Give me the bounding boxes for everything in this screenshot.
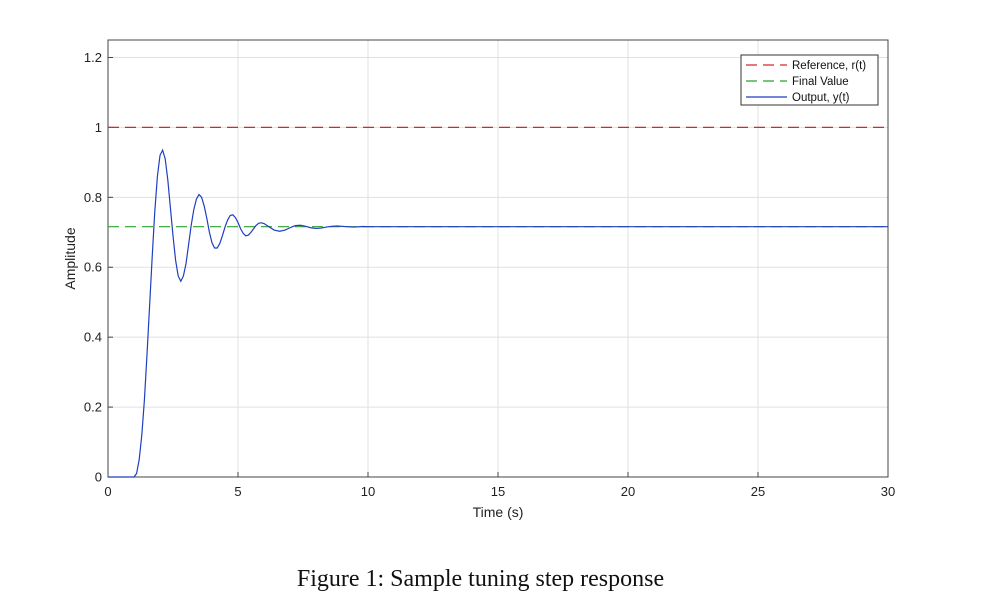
y-axis-label: Amplitude [62, 227, 78, 289]
y-tick-label: 0 [95, 470, 102, 485]
x-tick-label: 30 [881, 484, 895, 499]
y-tick-label: 1.2 [84, 50, 102, 65]
y-tick-label: 1 [95, 120, 102, 135]
step-response-chart: 0 5 10 15 20 25 30 0 0.2 0.4 0.6 0.8 1 1.2 Time (s) A… [62, 39, 895, 520]
x-tick-label: 0 [104, 484, 111, 499]
y-tick-label: 0.8 [84, 190, 102, 205]
legend-label: Final Value [792, 76, 849, 88]
axis-ticks: 0 5 10 15 20 25 30 0 0.2 0.4 0.6 0.8 1 1.2 [84, 50, 895, 499]
x-tick-label: 15 [491, 484, 505, 499]
legend-label: Reference, r(t) [792, 60, 866, 72]
x-tick-label: 10 [361, 484, 375, 499]
x-tick-label: 25 [751, 484, 765, 499]
x-tick-label: 5 [234, 484, 241, 499]
x-tick-label: 20 [621, 484, 635, 499]
x-axis-label: Time (s) [473, 504, 524, 520]
y-tick-label: 0.6 [84, 260, 102, 275]
series-layer [108, 126, 888, 478]
y-tick-label: 0.2 [84, 400, 102, 415]
legend: Reference, r(t) Final Value Output, y(t) [740, 54, 879, 106]
grid-lines [107, 40, 889, 478]
y-tick-label: 0.4 [84, 330, 102, 345]
series-line-output-y-t [108, 148, 888, 478]
legend-label: Output, y(t) [792, 92, 850, 104]
figure-caption: Figure 1: Sample tuning step response [296, 566, 665, 592]
